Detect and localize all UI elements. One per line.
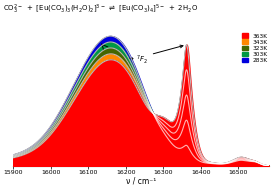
Legend: 363K, 343K, 323K, 303K, 283K: 363K, 343K, 323K, 303K, 283K	[241, 33, 268, 64]
Text: $^5\!D_0 \rightarrow\ ^7\!F_2$: $^5\!D_0 \rightarrow\ ^7\!F_2$	[115, 45, 183, 66]
X-axis label: ν / cm⁻¹: ν / cm⁻¹	[126, 177, 156, 186]
Text: $\rm CO_3^{2-}$$\rm\ +\ [Eu(CO_3)_3(H_2O)_2]^{3-}$$\ \rightleftharpoons\ $$\rm [: $\rm CO_3^{2-}$$\rm\ +\ [Eu(CO_3)_3(H_2O…	[3, 3, 198, 16]
